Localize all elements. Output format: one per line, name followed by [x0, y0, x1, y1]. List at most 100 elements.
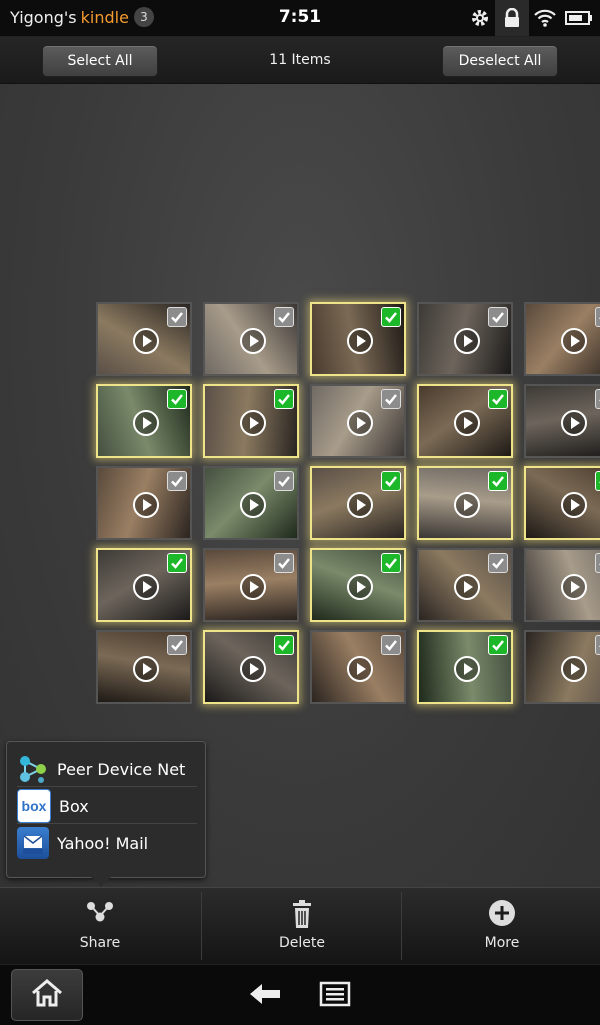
- item-count: 11 Items: [269, 52, 331, 68]
- checked-checkbox-icon[interactable]: [381, 471, 401, 491]
- share-button[interactable]: Share: [0, 888, 200, 964]
- play-icon: [347, 574, 373, 600]
- video-thumbnail[interactable]: [417, 548, 513, 622]
- play-icon: [133, 574, 159, 600]
- video-thumbnail[interactable]: [524, 466, 600, 540]
- more-button[interactable]: More: [402, 888, 600, 964]
- unchecked-checkbox-icon[interactable]: [595, 553, 600, 573]
- video-thumbnail[interactable]: [203, 548, 299, 622]
- play-icon: [454, 328, 480, 354]
- play-icon: [347, 656, 373, 682]
- video-thumbnail[interactable]: [96, 630, 192, 704]
- svg-text:box: box: [22, 798, 47, 814]
- video-thumbnail[interactable]: [524, 548, 600, 622]
- video-thumbnail[interactable]: [96, 384, 192, 458]
- unchecked-checkbox-icon[interactable]: [381, 389, 401, 409]
- checked-checkbox-icon[interactable]: [595, 471, 600, 491]
- unchecked-checkbox-icon[interactable]: [488, 553, 508, 573]
- unchecked-checkbox-icon[interactable]: [595, 635, 600, 655]
- video-thumbnail[interactable]: [310, 630, 406, 704]
- unchecked-checkbox-icon[interactable]: [274, 553, 294, 573]
- play-icon: [347, 492, 373, 518]
- notification-badge[interactable]: 3: [134, 7, 154, 27]
- checked-checkbox-icon[interactable]: [488, 635, 508, 655]
- play-icon: [454, 410, 480, 436]
- checked-checkbox-icon[interactable]: [381, 307, 401, 327]
- play-icon: [240, 410, 266, 436]
- video-thumbnail[interactable]: [310, 466, 406, 540]
- play-icon: [561, 574, 587, 600]
- unchecked-checkbox-icon[interactable]: [595, 307, 600, 327]
- gear-icon[interactable]: [463, 0, 497, 36]
- unchecked-checkbox-icon[interactable]: [274, 471, 294, 491]
- video-thumbnail[interactable]: [203, 384, 299, 458]
- play-icon: [454, 492, 480, 518]
- video-thumbnail[interactable]: [417, 630, 513, 704]
- unchecked-checkbox-icon[interactable]: [381, 635, 401, 655]
- home-icon: [30, 978, 64, 1012]
- system-nav-bar: [0, 964, 600, 1025]
- video-thumbnail[interactable]: [524, 302, 600, 376]
- checked-checkbox-icon[interactable]: [488, 471, 508, 491]
- toolbar-divider: [401, 892, 402, 960]
- checked-checkbox-icon[interactable]: [488, 389, 508, 409]
- video-thumbnail[interactable]: [203, 302, 299, 376]
- video-thumbnail[interactable]: [524, 630, 600, 704]
- plus-circle-icon: [486, 898, 518, 930]
- play-icon: [240, 656, 266, 682]
- bottom-toolbar: Share Delete More: [0, 887, 600, 964]
- select-all-button[interactable]: Select All: [42, 45, 158, 77]
- battery-icon[interactable]: [562, 0, 596, 36]
- checked-checkbox-icon[interactable]: [274, 635, 294, 655]
- checked-checkbox-icon[interactable]: [274, 389, 294, 409]
- video-thumbnail[interactable]: [417, 384, 513, 458]
- video-thumbnail[interactable]: [524, 384, 600, 458]
- video-thumbnail[interactable]: [203, 466, 299, 540]
- play-icon: [561, 410, 587, 436]
- home-button[interactable]: [11, 969, 83, 1021]
- kindle-brand: kindle: [80, 8, 129, 27]
- share-option-peer-device-net[interactable]: Peer Device Net: [17, 752, 197, 787]
- video-thumbnail[interactable]: [310, 384, 406, 458]
- unchecked-checkbox-icon[interactable]: [595, 389, 600, 409]
- wifi-icon[interactable]: [528, 0, 562, 36]
- share-label: Share: [79, 935, 121, 951]
- unchecked-checkbox-icon[interactable]: [167, 307, 187, 327]
- share-popup-menu: Peer Device Net box Box Yahoo! Mail: [6, 741, 206, 887]
- unchecked-checkbox-icon[interactable]: [274, 307, 294, 327]
- video-thumbnail[interactable]: [203, 630, 299, 704]
- play-icon: [133, 492, 159, 518]
- delete-button[interactable]: Delete: [202, 888, 402, 964]
- checked-checkbox-icon[interactable]: [167, 553, 187, 573]
- play-icon: [240, 328, 266, 354]
- checked-checkbox-icon[interactable]: [167, 389, 187, 409]
- share-option-label: Peer Device Net: [57, 759, 186, 779]
- selection-action-bar: Select All 11 Items Deselect All: [0, 37, 600, 84]
- unchecked-checkbox-icon[interactable]: [167, 635, 187, 655]
- menu-icon[interactable]: [318, 979, 352, 1009]
- deselect-all-button[interactable]: Deselect All: [442, 45, 558, 77]
- video-thumbnail[interactable]: [417, 466, 513, 540]
- play-icon: [240, 492, 266, 518]
- video-thumbnail[interactable]: [417, 302, 513, 376]
- video-thumbnail[interactable]: [96, 466, 192, 540]
- video-thumbnail[interactable]: [96, 302, 192, 376]
- unchecked-checkbox-icon[interactable]: [488, 307, 508, 327]
- play-icon: [133, 328, 159, 354]
- video-thumbnail[interactable]: [310, 548, 406, 622]
- share-option-yahoo-mail[interactable]: Yahoo! Mail: [17, 826, 197, 860]
- lock-icon[interactable]: [495, 0, 529, 36]
- delete-label: Delete: [279, 935, 325, 951]
- share-icon: [84, 898, 116, 930]
- back-arrow-icon[interactable]: [248, 979, 282, 1009]
- video-grid-area: [0, 84, 600, 887]
- video-thumbnail[interactable]: [310, 302, 406, 376]
- unchecked-checkbox-icon[interactable]: [167, 471, 187, 491]
- video-thumbnail[interactable]: [96, 548, 192, 622]
- yahoo-mail-icon: [17, 827, 49, 859]
- checked-checkbox-icon[interactable]: [381, 553, 401, 573]
- play-icon: [133, 410, 159, 436]
- status-bar: Yigong's kindle 3 7:51: [0, 0, 600, 37]
- share-option-box[interactable]: box Box: [17, 789, 197, 824]
- device-owner: Yigong's kindle: [10, 8, 129, 27]
